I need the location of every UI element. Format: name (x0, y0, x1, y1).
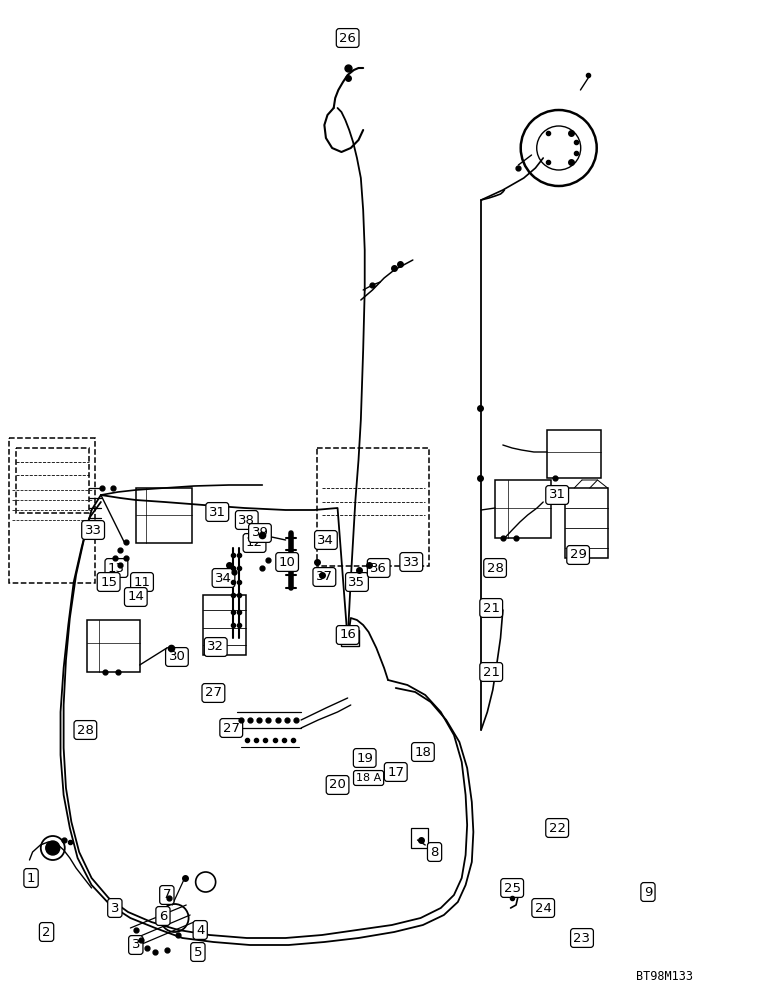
Text: 4: 4 (196, 924, 204, 936)
Text: 2: 2 (43, 926, 50, 938)
Text: 32: 32 (207, 641, 224, 654)
Text: 21: 21 (483, 601, 500, 614)
FancyBboxPatch shape (565, 488, 608, 558)
Bar (411, 828, 428, 848)
Text: 9: 9 (644, 886, 652, 898)
Text: 28: 28 (487, 562, 504, 574)
FancyBboxPatch shape (203, 595, 246, 655)
Text: 5: 5 (194, 946, 202, 958)
Text: 18: 18 (414, 746, 431, 758)
Text: BT98M133: BT98M133 (636, 970, 693, 982)
Text: 38: 38 (238, 514, 255, 526)
FancyBboxPatch shape (9, 438, 95, 583)
Text: 15: 15 (100, 576, 117, 588)
Text: 14: 14 (127, 590, 144, 603)
Text: 25: 25 (504, 882, 521, 894)
Text: 17: 17 (387, 766, 404, 778)
Text: 1: 1 (27, 871, 35, 884)
Text: 30: 30 (168, 650, 185, 664)
Text: 34: 34 (317, 534, 334, 546)
FancyBboxPatch shape (16, 448, 89, 513)
Text: 20: 20 (329, 778, 346, 792)
Text: 3: 3 (132, 938, 140, 952)
Text: 29: 29 (570, 548, 587, 562)
Circle shape (46, 841, 60, 855)
Text: 12: 12 (246, 536, 263, 550)
Text: 37: 37 (316, 570, 333, 584)
Text: 16: 16 (339, 629, 356, 642)
Text: 28: 28 (77, 724, 94, 736)
Text: 18 A: 18 A (356, 773, 381, 783)
Text: 10: 10 (279, 556, 296, 568)
Text: 11: 11 (133, 576, 151, 588)
Text: 27: 27 (205, 686, 222, 700)
FancyBboxPatch shape (495, 480, 551, 538)
Text: 39: 39 (251, 526, 268, 540)
Bar (341, 630, 359, 646)
Text: 26: 26 (339, 31, 356, 44)
Text: 23: 23 (573, 932, 591, 944)
Text: 19: 19 (356, 752, 373, 764)
Text: 31: 31 (549, 488, 566, 502)
Text: 22: 22 (549, 822, 566, 834)
Text: 31: 31 (209, 506, 226, 518)
Text: 3: 3 (111, 902, 119, 914)
Text: 34: 34 (215, 572, 232, 584)
Text: 8: 8 (431, 846, 438, 858)
Text: 33: 33 (85, 524, 102, 536)
Text: 13: 13 (108, 562, 125, 574)
FancyBboxPatch shape (547, 430, 601, 478)
Text: 24: 24 (535, 902, 552, 914)
Text: 6: 6 (159, 910, 167, 922)
Text: 21: 21 (483, 666, 500, 678)
Text: 35: 35 (348, 576, 365, 588)
Text: 36: 36 (370, 562, 387, 574)
FancyBboxPatch shape (87, 620, 140, 672)
Text: 27: 27 (223, 722, 240, 734)
FancyBboxPatch shape (136, 488, 192, 543)
FancyBboxPatch shape (317, 448, 429, 566)
Text: 33: 33 (403, 556, 420, 568)
Text: 7: 7 (163, 888, 171, 902)
